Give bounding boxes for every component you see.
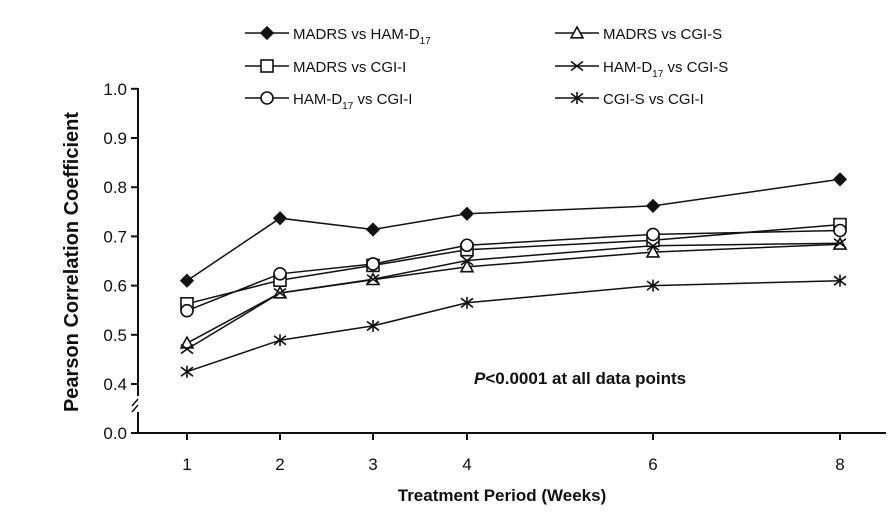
annotation-rest: <0.0001 at all data points	[485, 369, 686, 388]
legend-item: MADRS vs HAM-D17	[245, 25, 431, 47]
x-tick-label: 3	[368, 455, 377, 474]
series-line	[186, 229, 841, 312]
legend-item: HAM-D17 vs CGI-S	[555, 59, 728, 80]
y-tick-label: 0.5	[103, 326, 127, 345]
data-point	[272, 211, 288, 226]
series-line	[186, 223, 841, 305]
data-point	[273, 334, 287, 347]
data-point	[273, 266, 287, 281]
legend-item: CGI-S vs CGI-I	[555, 91, 704, 108]
data-point	[833, 223, 847, 238]
data-point	[180, 365, 194, 378]
series-line	[186, 243, 841, 344]
legend-item: MADRS vs CGI-I	[245, 59, 406, 76]
legend-item: MADRS vs CGI-S	[555, 25, 722, 43]
data-point	[646, 227, 660, 242]
data-point	[645, 198, 661, 214]
legend-label: HAM-D17 vs CGI-S	[603, 59, 728, 80]
legend-label: MADRS vs HAM-D17	[293, 26, 431, 47]
legend-marker	[569, 25, 585, 39]
legend-label: MADRS vs CGI-I	[293, 59, 406, 76]
y-tick-label: 0.9	[103, 129, 127, 148]
data-point	[833, 274, 847, 287]
legend-label: MADRS vs CGI-S	[603, 26, 722, 43]
data-point	[460, 296, 474, 309]
data-point	[459, 259, 475, 273]
legend-marker	[570, 60, 584, 72]
data-point	[833, 238, 847, 249]
x-tick-label: 1	[182, 455, 191, 474]
y-axis-label: Pearson Correlation Coefficient	[61, 112, 83, 412]
data-point	[459, 206, 475, 221]
data-point	[180, 343, 194, 355]
series-layer	[179, 172, 848, 378]
x-tick-label: 6	[648, 455, 657, 474]
x-axis-label: Treatment Period (Weeks)	[398, 486, 606, 505]
data-point	[273, 287, 287, 299]
data-point	[179, 273, 195, 288]
annotation-italic: P	[474, 369, 486, 388]
data-point	[180, 303, 194, 318]
y-tick-label: 0.6	[103, 277, 127, 296]
y-tick-label: 0.4	[103, 375, 127, 394]
y-tick-label: 0.0	[103, 424, 127, 443]
data-point	[460, 238, 474, 253]
legend-label: HAM-D17 vs CGI-I	[293, 91, 412, 112]
y-tick-label: 0.7	[103, 227, 127, 246]
axis-break-mark	[131, 404, 139, 413]
legend-marker	[570, 92, 584, 104]
axis-break-mark	[131, 398, 139, 407]
data-point	[646, 279, 660, 292]
series-line	[186, 242, 841, 350]
series-line	[186, 279, 841, 373]
legend-item: HAM-D17 vs CGI-I	[245, 91, 412, 112]
x-tick-label: 2	[275, 455, 284, 474]
data-point	[460, 255, 474, 266]
data-point	[366, 319, 380, 332]
axes: 0.0 0.4 0.5 0.6 0.7 0.8 0.9 1.0 1 2 3 4 6 8	[103, 80, 886, 474]
legend-marker	[260, 59, 274, 73]
series-line	[186, 178, 841, 282]
legend: MADRS vs HAM-D17 MADRS vs CGI-I HAM-D17 vs…	[245, 25, 728, 112]
data-point	[645, 244, 661, 258]
y-tick-label: 1.0	[103, 80, 127, 99]
y-tick-label: 0.8	[103, 178, 127, 197]
data-point	[832, 172, 848, 187]
x-tick-label: 4	[462, 455, 471, 474]
legend-label: CGI-S vs CGI-I	[603, 91, 704, 108]
x-tick-label: 8	[835, 455, 844, 474]
data-point	[179, 335, 195, 349]
data-point	[366, 257, 380, 271]
data-point	[366, 274, 380, 285]
data-point	[646, 240, 660, 251]
annotation: P<0.0001 at all data points	[474, 369, 686, 388]
legend-marker	[260, 91, 274, 105]
data-point	[365, 222, 381, 237]
legend-marker	[259, 25, 275, 41]
